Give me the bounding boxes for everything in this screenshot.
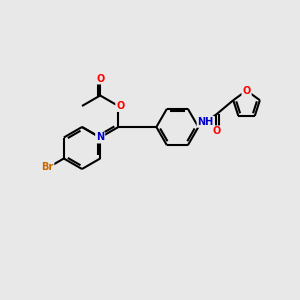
Text: Br: Br	[41, 163, 53, 172]
Text: O: O	[96, 74, 104, 83]
Text: NH: NH	[198, 117, 214, 127]
Text: N: N	[96, 133, 104, 142]
Text: O: O	[212, 126, 220, 136]
Text: O: O	[116, 101, 124, 111]
Text: O: O	[242, 85, 251, 96]
